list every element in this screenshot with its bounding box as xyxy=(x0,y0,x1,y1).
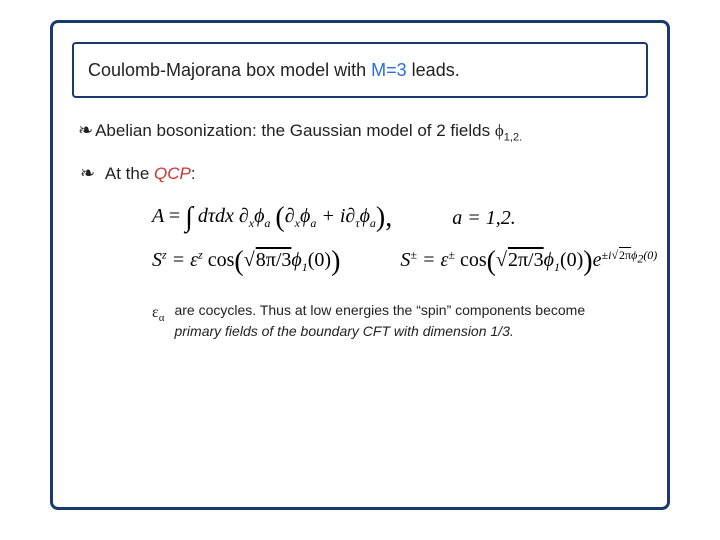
footnote-text: are cocycles. Thus at low energies the “… xyxy=(174,302,585,318)
spm-exp-arg: (0) xyxy=(643,248,657,262)
equation-row-1: A = ∫ dτdx ∂xϕa (∂xϕa + i∂τϕa), a = 1,2. xyxy=(152,202,648,234)
sz-rad: 8π/3 xyxy=(255,249,292,271)
equation-block: A = ∫ dτdx ∂xϕa (∂xϕa + i∂τϕa), a = 1,2.… xyxy=(152,202,648,278)
footnote-emph: primary fields of the boundary CFT with … xyxy=(174,323,513,339)
spm-lhs: S xyxy=(400,249,410,271)
slide-title: Coulomb-Majorana box model with M=3 lead… xyxy=(88,60,460,81)
footnote: εα are cocycles. Thus at low energies th… xyxy=(152,300,618,341)
spm-cos: cos xyxy=(460,249,487,271)
spm-exp-e: e xyxy=(593,249,602,271)
sqrt-icon: √ xyxy=(244,249,255,271)
spm-eq: = ε xyxy=(417,249,448,271)
bullet-line-1: ❧Abelian bosonization: the Gaussian mode… xyxy=(78,120,648,143)
spm-rpar: ) xyxy=(583,246,592,277)
eq-d1: ∂ xyxy=(285,205,295,227)
spm-phi: ϕ xyxy=(544,249,554,271)
line2-suffix: : xyxy=(191,164,196,183)
equation-row-2: Sz = εz cos(√8π/3ϕ1(0)) S± = ε± cos(√2π/… xyxy=(152,246,648,278)
equation-a-range: a = 1,2. xyxy=(452,207,516,230)
eq-phi: ϕ xyxy=(254,205,264,227)
epsilon-symbol: ε xyxy=(152,304,159,321)
line2-prefix: At the xyxy=(105,164,154,183)
bullet-icon: ❧ xyxy=(78,120,93,140)
eq-body: dτdx ∂ xyxy=(198,205,249,227)
bullet-line-2: ❧ At the QCP: xyxy=(80,163,648,184)
phi-symbol: ϕ xyxy=(495,121,504,140)
bullet-icon: ❧ xyxy=(80,163,95,183)
footnote-body: are cocycles. Thus at low energies the “… xyxy=(174,300,618,341)
equation-spm: S± = ε± cos(√2π/3ϕ1(0))e±i√2πϕ2(0) xyxy=(400,246,657,278)
sz-lpar: ( xyxy=(234,246,243,277)
eq-phi3: ϕ xyxy=(360,205,370,227)
eq-A-lhs: A xyxy=(152,205,164,227)
spm-rad: 2π/3 xyxy=(507,249,544,271)
sz-eq: = ε xyxy=(167,249,198,271)
sz-rpar: ) xyxy=(331,246,340,277)
sz-arg: (0) xyxy=(308,249,331,271)
spm-arg: (0) xyxy=(560,249,583,271)
sz-eps-sup: z xyxy=(198,248,203,262)
eq-phi-sub: a xyxy=(264,216,270,230)
rparen-icon: ), xyxy=(376,202,392,233)
equation-sz: Sz = εz cos(√8π/3ϕ1(0)) xyxy=(152,246,340,278)
eq-range: a = 1,2. xyxy=(452,207,516,229)
phi-subscript: 1,2. xyxy=(504,131,522,143)
title-m-label: M=3 xyxy=(371,60,407,80)
sz-lhs: S xyxy=(152,249,162,271)
line2-emph: QCP xyxy=(154,164,191,183)
integral-icon: ∫ xyxy=(185,202,193,233)
eq-plus: + i∂ xyxy=(316,205,355,227)
content-area: ❧Abelian bosonization: the Gaussian mode… xyxy=(72,120,648,341)
sqrt-icon: √ xyxy=(496,249,507,271)
title-suffix: leads. xyxy=(407,60,460,80)
sz-cos: cos xyxy=(208,249,235,271)
spm-sup: ± xyxy=(410,248,417,262)
eq-phi2: ϕ xyxy=(300,205,310,227)
footnote-symbol: εα xyxy=(152,300,164,341)
sz-phi: ϕ xyxy=(291,249,301,271)
spm-eps-sup: ± xyxy=(448,248,455,262)
epsilon-sub: α xyxy=(159,313,165,325)
spm-lpar: ( xyxy=(487,246,496,277)
eq-equals: = xyxy=(169,205,180,227)
lparen-icon: ( xyxy=(275,202,284,233)
title-prefix: Coulomb-Majorana box model with xyxy=(88,60,371,80)
line1-text: Abelian bosonization: the Gaussian model… xyxy=(95,121,495,140)
spm-exp-sup: ±i√2πϕ2(0) xyxy=(602,248,658,262)
title-box: Coulomb-Majorana box model with M=3 lead… xyxy=(72,42,648,98)
spm-exp-rad: 2π xyxy=(618,248,631,262)
spm-exp-sign: ±i xyxy=(602,248,612,262)
equation-action: A = ∫ dτdx ∂xϕa (∂xϕa + i∂τϕa), xyxy=(152,202,392,234)
